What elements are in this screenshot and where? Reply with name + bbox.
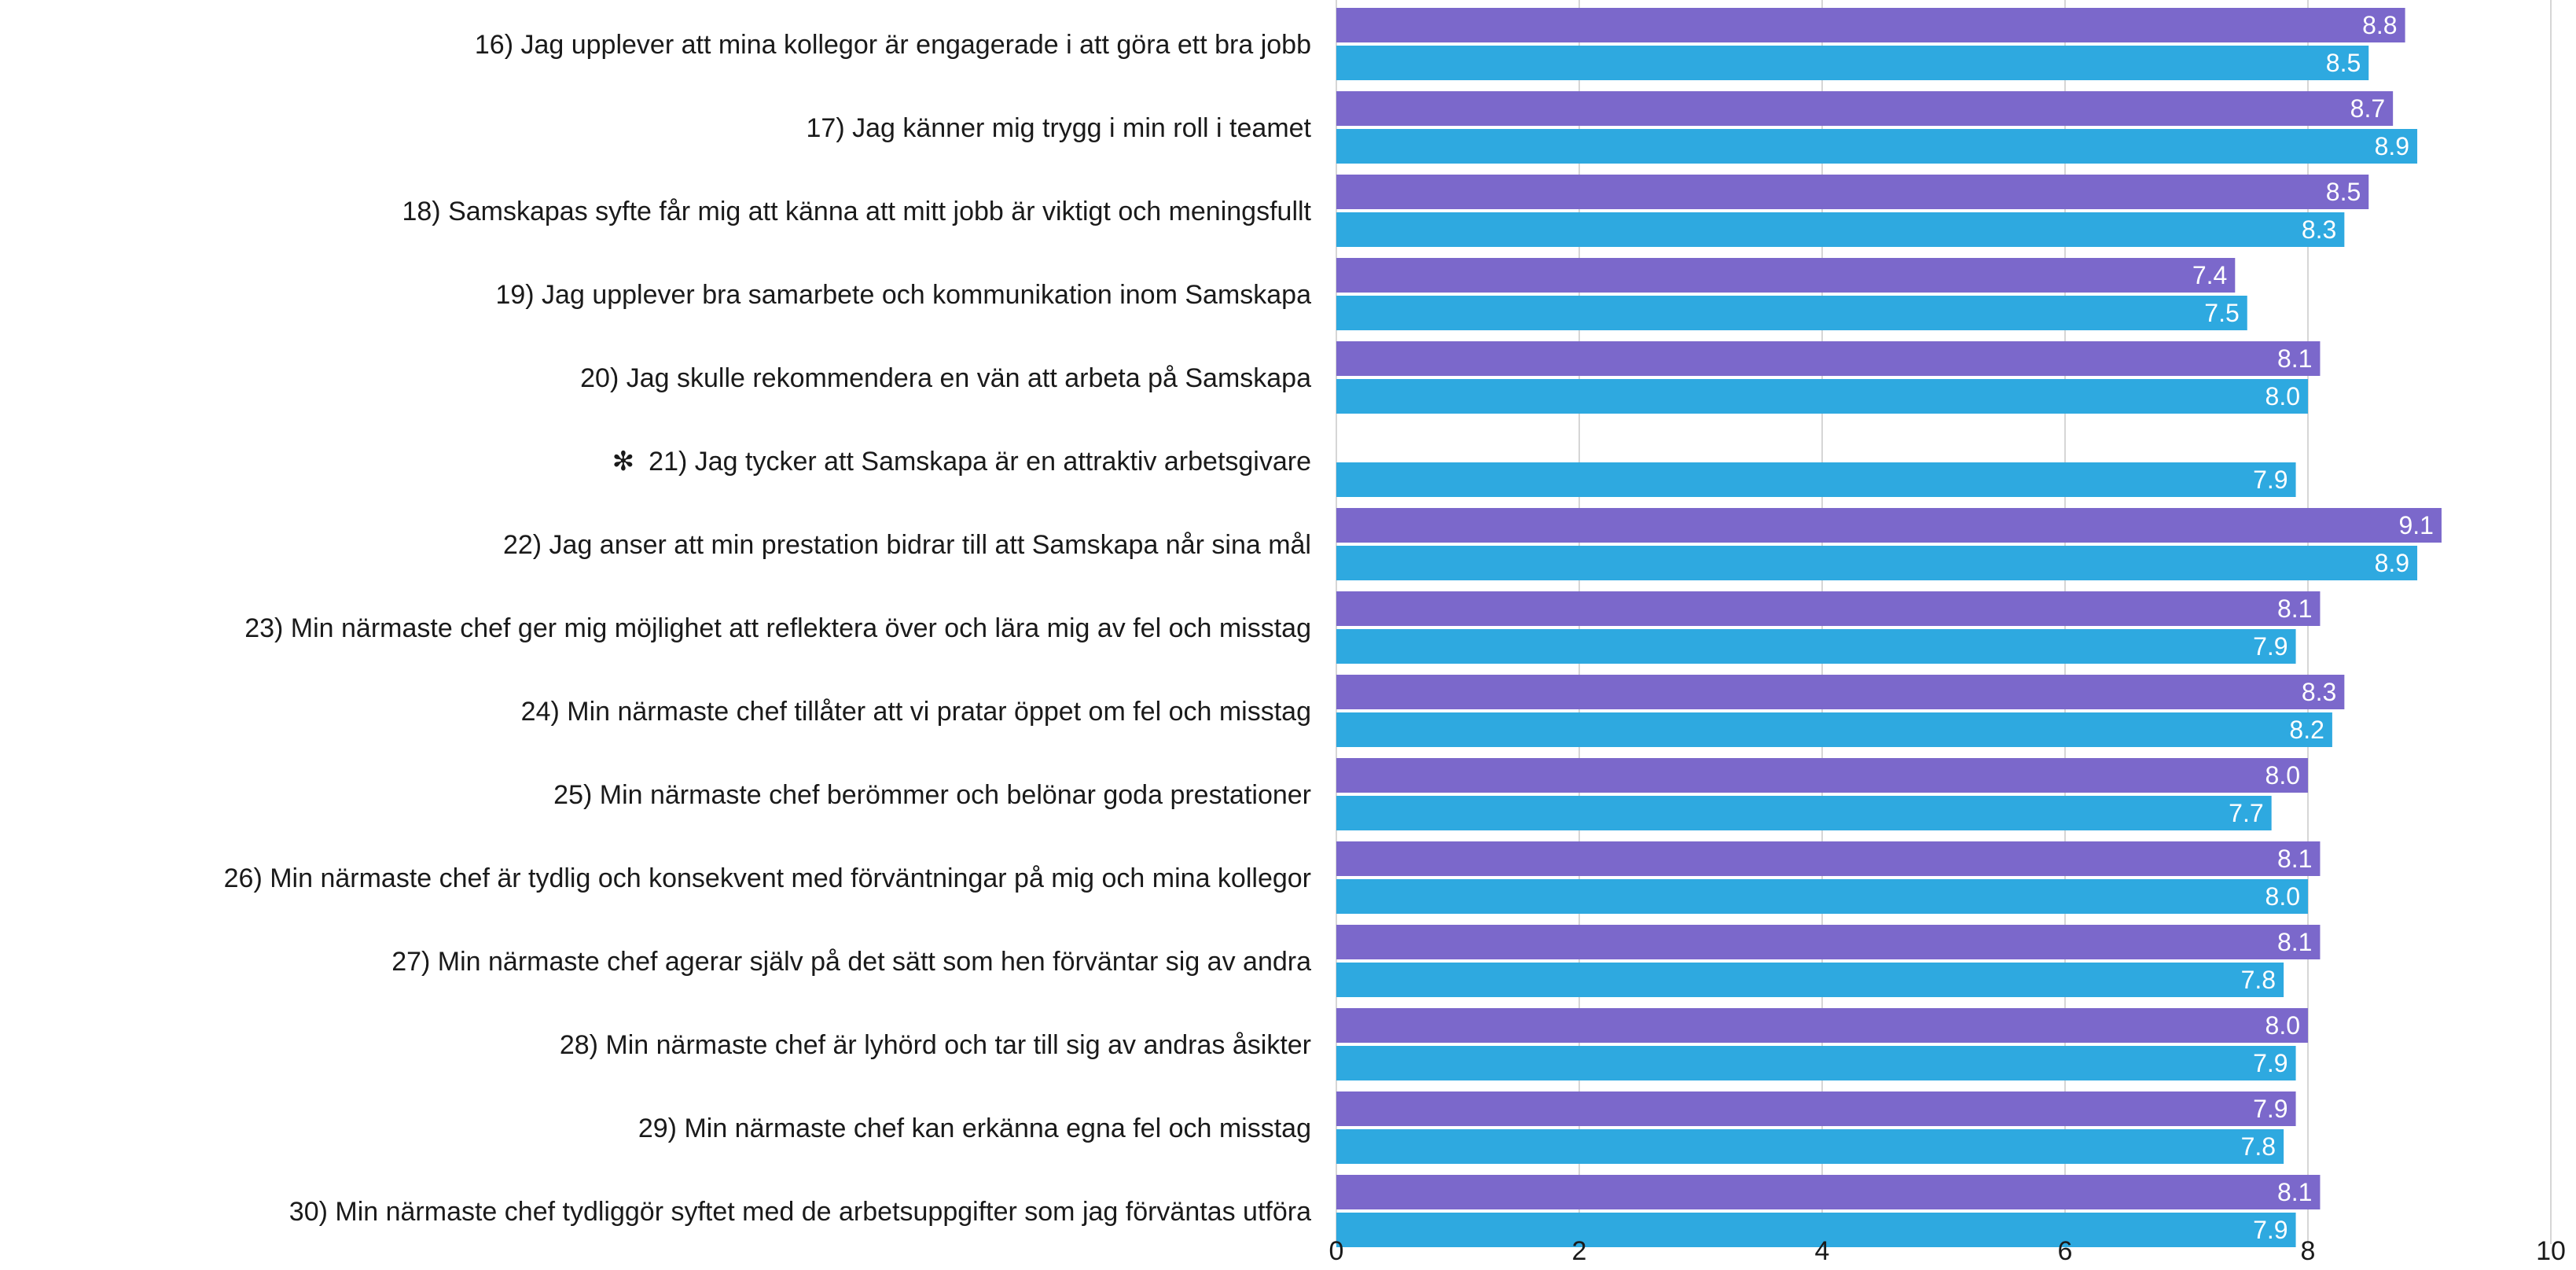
data-label: 8.0 (2265, 1011, 2300, 1040)
x-tick-label: 2 (1572, 1236, 1587, 1266)
data-label: 7.9 (2253, 1095, 2288, 1123)
bar (1336, 91, 2394, 126)
category-label: 17) Jag känner mig trygg i min roll i te… (807, 113, 1312, 143)
bar (1336, 963, 2284, 997)
bar (1336, 212, 2345, 247)
data-label: 8.8 (2362, 11, 2397, 39)
data-label: 7.9 (2253, 1216, 2288, 1244)
bar (1336, 1091, 2296, 1126)
bar (1336, 175, 2369, 209)
x-tick-label: 8 (2301, 1236, 2316, 1266)
category-label: 29) Min närmaste chef kan erkänna egna f… (638, 1114, 1311, 1143)
data-label: 8.9 (2375, 549, 2409, 577)
bar (1336, 8, 2405, 42)
data-label: 7.9 (2253, 632, 2288, 661)
data-label: 8.1 (2277, 845, 2312, 873)
data-label: 7.9 (2253, 1049, 2288, 1077)
category-label: 18) Samskapas syfte får mig att känna at… (402, 197, 1311, 226)
bar (1336, 925, 2321, 959)
bar (1336, 1008, 2308, 1043)
bar (1336, 675, 2345, 709)
bar (1336, 1046, 2296, 1080)
category-label: 20) Jag skulle rekommendera en vän att a… (580, 363, 1311, 393)
bar (1336, 129, 2418, 164)
category-label: 22) Jag anser att min prestation bidrar … (503, 530, 1311, 560)
data-label: 7.8 (2241, 1132, 2276, 1161)
bar (1336, 508, 2442, 543)
bar (1336, 1175, 2321, 1209)
data-label: 8.0 (2265, 761, 2300, 790)
data-label: 8.1 (2277, 928, 2312, 956)
category-label: 26) Min närmaste chef är tydlig och kons… (224, 863, 1311, 893)
category-label: 30) Min närmaste chef tydliggör syftet m… (289, 1197, 1311, 1227)
bar (1336, 341, 2321, 376)
bar (1336, 712, 2332, 747)
bars: 8.88.58.78.98.58.37.47.58.18.07.99.18.98… (1336, 8, 2442, 1247)
data-label: 8.2 (2289, 716, 2324, 744)
data-label: 8.1 (2277, 595, 2312, 623)
data-label: 8.0 (2265, 382, 2300, 410)
category-label: 24) Min närmaste chef tillåter att vi pr… (521, 697, 1311, 727)
data-label: 7.7 (2229, 799, 2263, 827)
bar (1336, 629, 2296, 664)
bar (1336, 379, 2308, 414)
category-label: 25) Min närmaste chef berömmer och belön… (553, 780, 1311, 810)
bar (1336, 1213, 2296, 1247)
x-axis-ticks: 0 2 4 6 8 10 (1329, 1236, 2566, 1266)
data-label: 7.4 (2192, 261, 2227, 289)
bar (1336, 46, 2369, 80)
bar (1336, 591, 2321, 626)
data-label: 8.3 (2302, 215, 2336, 244)
data-label: 8.3 (2302, 678, 2336, 706)
category-label: 23) Min närmaste chef ger mig möjlighet … (244, 613, 1311, 643)
bar (1336, 258, 2236, 293)
data-label: 7.5 (2204, 299, 2239, 327)
data-label: 8.1 (2277, 344, 2312, 373)
data-label: 8.0 (2265, 882, 2300, 911)
bar (1336, 1129, 2284, 1164)
bar (1336, 296, 2247, 330)
category-label: 21) Jag tycker att Samskapa är en attrak… (649, 447, 1311, 477)
data-label: 8.7 (2350, 94, 2385, 123)
data-label: 8.5 (2326, 49, 2361, 77)
x-tick-label: 4 (1815, 1236, 1830, 1266)
data-label: 7.9 (2253, 466, 2288, 494)
category-labels: 16) Jag upplever att mina kollegor är en… (224, 30, 1312, 1227)
data-label: 7.8 (2241, 966, 2276, 994)
bar (1336, 796, 2272, 830)
x-tick-label: 0 (1329, 1236, 1344, 1266)
asterisk-marker: ✻ (612, 447, 635, 477)
x-tick-label: 10 (2536, 1236, 2566, 1266)
bar (1336, 758, 2308, 793)
data-label: 8.5 (2326, 178, 2361, 206)
data-label: 8.1 (2277, 1178, 2312, 1206)
category-label: 16) Jag upplever att mina kollegor är en… (475, 30, 1311, 60)
data-label: 8.9 (2375, 132, 2409, 160)
data-label: 9.1 (2398, 511, 2433, 539)
bar (1336, 462, 2296, 497)
bar (1336, 879, 2308, 914)
category-label: 27) Min närmaste chef agerar själv på de… (391, 947, 1311, 977)
bar (1336, 546, 2418, 580)
category-label: 28) Min närmaste chef är lyhörd och tar … (560, 1030, 1311, 1060)
category-label: 19) Jag upplever bra samarbete och kommu… (495, 280, 1311, 310)
bar (1336, 841, 2321, 876)
x-tick-label: 6 (2058, 1236, 2073, 1266)
